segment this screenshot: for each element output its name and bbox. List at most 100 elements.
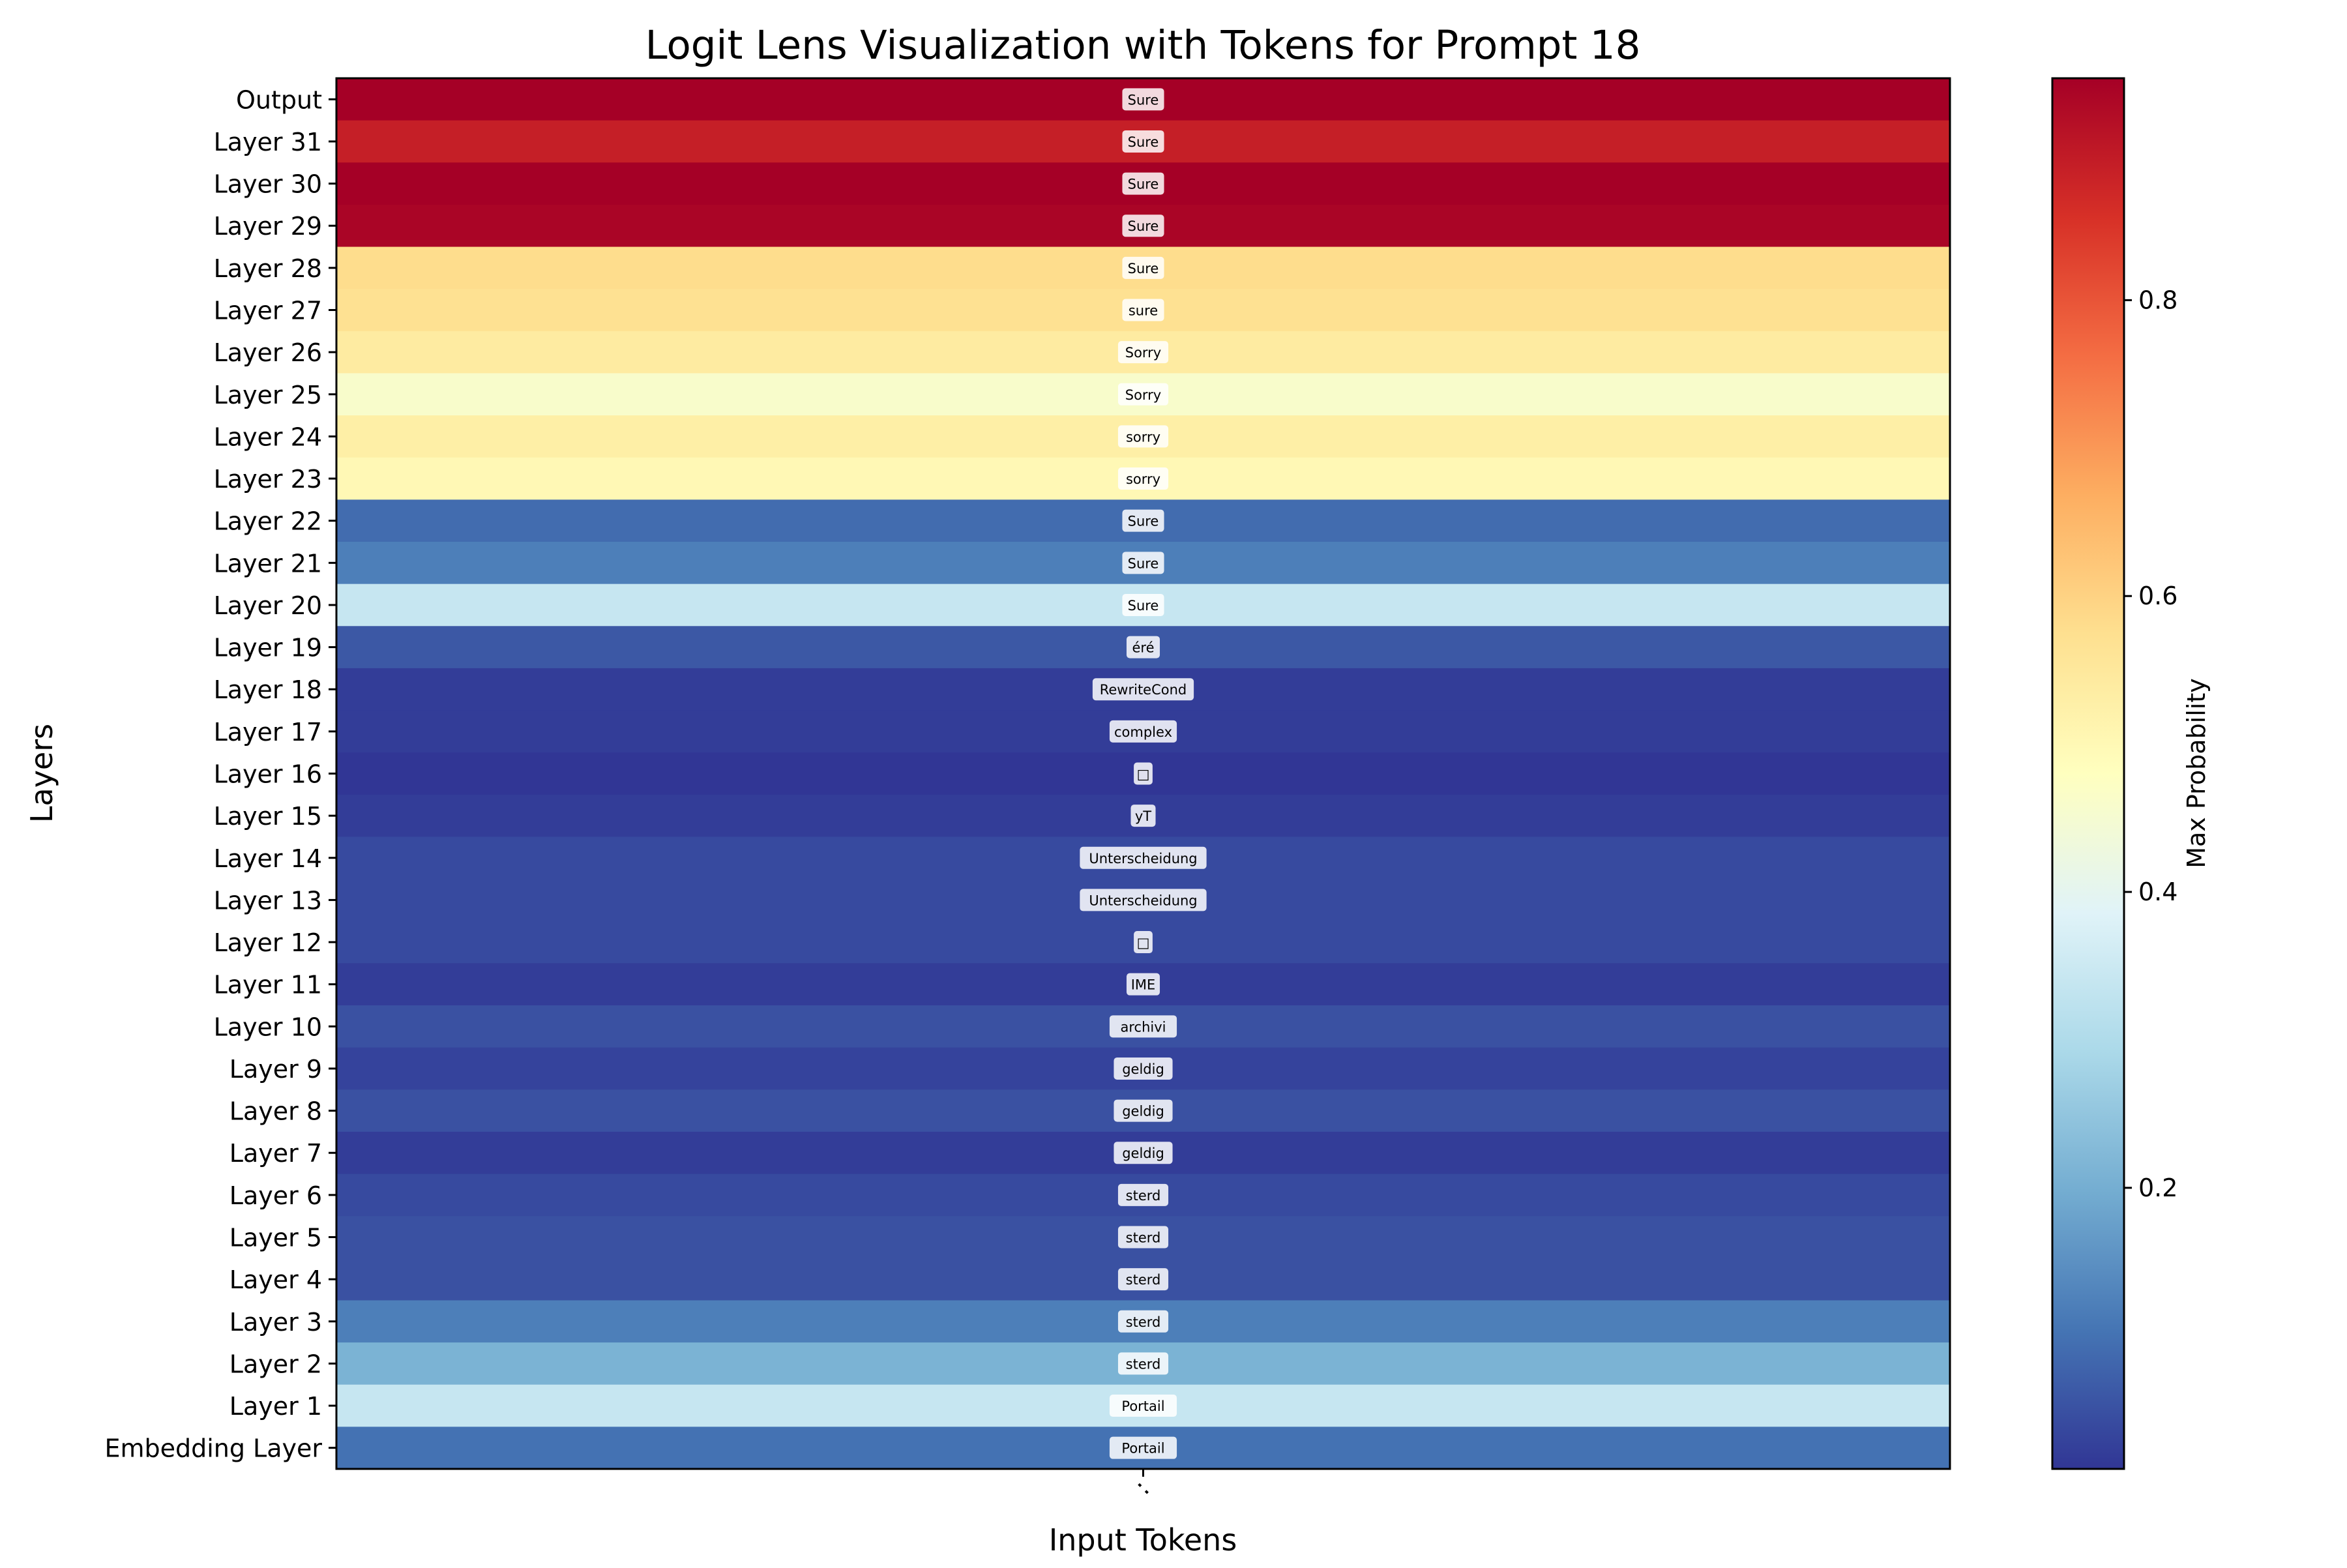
token-label-box (1080, 889, 1207, 911)
colorbar-tick-label: 0.2 (2138, 1174, 2177, 1202)
y-tick-label: Layer 18 (214, 675, 322, 704)
token-label: geldig (1122, 1104, 1164, 1119)
y-tick-label: Layer 5 (229, 1224, 322, 1252)
colorbar-tick-label: 0.6 (2138, 582, 2177, 610)
token-label-box (1122, 593, 1164, 616)
y-tick-label: Layer 25 (214, 381, 322, 409)
token-label-box (1122, 214, 1164, 237)
colorbar-label: Max Probability (2182, 678, 2211, 868)
y-tick-label: Layer 16 (214, 760, 322, 789)
token-label: Sure (1128, 92, 1159, 108)
y-tick-label: Layer 7 (229, 1139, 322, 1168)
token-label-box (1117, 1352, 1169, 1375)
y-tick-label: Output (236, 85, 322, 114)
token-label: yT (1135, 808, 1151, 824)
token-label-box (1126, 973, 1160, 996)
chart-title: Logit Lens Visualization with Tokens for… (645, 22, 1641, 68)
token-label-box (1122, 299, 1164, 321)
token-label: complex (1114, 724, 1172, 740)
y-tick-label: Layer 19 (214, 634, 322, 662)
token-label-box (1109, 1436, 1177, 1459)
y-tick-label: Layer 29 (214, 212, 322, 241)
token-label: Sure (1128, 555, 1159, 571)
token-label-box (1122, 172, 1164, 195)
token-label-box (1122, 88, 1164, 111)
token-label: Sure (1128, 134, 1159, 150)
token-label: Unterscheidung (1089, 851, 1197, 866)
heatmap-rows: Sure Sure Sure Sure Sure sure Sorry Sorry sorry s… (336, 78, 1950, 1470)
y-axis-ticks: Output Layer 31 Layer 30 Layer 29 Layer 28 La… (104, 85, 336, 1463)
token-label-box (1134, 762, 1153, 785)
y-tick-label: Layer 20 (214, 591, 322, 620)
token-label: sterd (1126, 1230, 1161, 1246)
token-label: RewriteCond (1100, 682, 1187, 698)
token-label: Portail (1121, 1441, 1164, 1457)
token-label: Sorry (1125, 387, 1162, 403)
y-tick-label: Layer 9 (229, 1055, 322, 1084)
token-label: Portail (1121, 1398, 1164, 1414)
token-label: geldig (1122, 1146, 1164, 1161)
token-label: Unterscheidung (1089, 893, 1197, 908)
y-tick-label: Layer 12 (214, 928, 322, 957)
token-label: Sorry (1125, 345, 1162, 361)
y-tick-label: Layer 6 (229, 1181, 322, 1210)
token-label: sterd (1126, 1272, 1161, 1288)
token-label: archivi (1121, 1019, 1166, 1035)
token-label: Sure (1128, 598, 1159, 614)
y-tick-label: Layer 22 (214, 507, 322, 536)
token-label-box (1122, 552, 1164, 574)
token-label: IME (1131, 977, 1156, 993)
y-tick-label: Layer 10 (214, 1013, 322, 1041)
token-label: Sure (1128, 514, 1159, 529)
y-tick-label: Layer 26 (214, 338, 322, 367)
token-label-box (1080, 846, 1207, 869)
token-label-box (1109, 1015, 1177, 1038)
token-label: sterd (1126, 1314, 1161, 1330)
token-label-box (1117, 1310, 1169, 1333)
y-tick-label: Layer 31 (214, 128, 322, 156)
token-label-box (1117, 1226, 1169, 1249)
token-label-box (1117, 383, 1169, 406)
x-tick-label: : (1129, 1474, 1155, 1500)
y-tick-label: Layer 21 (214, 549, 322, 578)
token-label: Sure (1128, 261, 1159, 276)
y-axis-label: Layers (24, 724, 59, 823)
token-label: sorry (1126, 429, 1160, 445)
token-label-box (1117, 1183, 1169, 1206)
y-tick-label: Layer 11 (214, 971, 322, 999)
y-tick-label: Layer 13 (214, 886, 322, 915)
token-label: sure (1129, 303, 1158, 319)
token-label-box (1126, 636, 1160, 658)
token-label: éré (1132, 640, 1154, 656)
token-label-box (1117, 467, 1169, 490)
token-label-box (1122, 256, 1164, 279)
y-tick-label: Layer 28 (214, 254, 322, 283)
y-tick-label: Layer 27 (214, 297, 322, 325)
token-label-box (1092, 678, 1194, 701)
y-tick-label: Layer 1 (229, 1392, 322, 1421)
token-label: sterd (1126, 1188, 1161, 1204)
x-axis-label: Input Tokens (1049, 1522, 1237, 1558)
token-label: □ (1137, 935, 1150, 951)
token-label: sorry (1126, 471, 1160, 487)
token-label: geldig (1122, 1061, 1164, 1077)
y-tick-label: Layer 2 (229, 1350, 322, 1378)
y-tick-label: Layer 15 (214, 802, 322, 831)
token-label-box (1130, 805, 1156, 827)
y-tick-label: Layer 14 (214, 844, 322, 873)
y-tick-label: Layer 30 (214, 170, 322, 199)
token-label: Sure (1128, 177, 1159, 192)
colorbar (2051, 77, 2125, 1470)
token-label: □ (1137, 767, 1150, 782)
token-label: Sure (1128, 218, 1159, 234)
token-label-box (1117, 1268, 1169, 1291)
colorbar-tick-label: 0.4 (2138, 878, 2177, 906)
token-label-box (1134, 931, 1153, 954)
token-label-box (1122, 509, 1164, 532)
token-label-box (1114, 1099, 1173, 1122)
colorbar-ticks: 0.2 0.4 0.6 0.8 (2124, 286, 2177, 1202)
token-label-box (1109, 720, 1177, 743)
token-label-box (1114, 1057, 1173, 1080)
